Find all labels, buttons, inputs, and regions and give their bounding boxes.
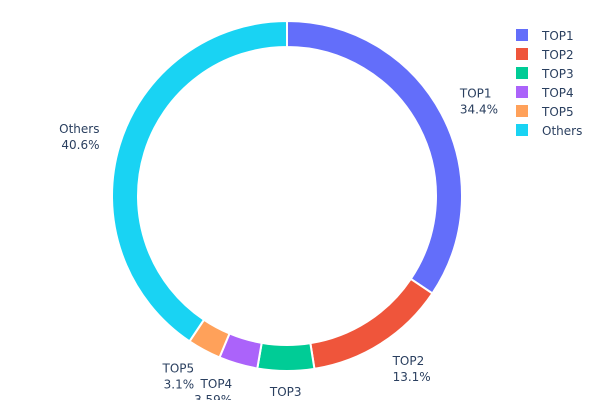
slice-top1[interactable] bbox=[286, 19, 463, 295]
legend-swatch-top4 bbox=[516, 86, 528, 98]
legend-item-top4[interactable]: TOP4 bbox=[516, 86, 574, 100]
legend-label-others: Others bbox=[542, 124, 582, 138]
legend-label-top4: TOP4 bbox=[541, 86, 574, 100]
legend-swatch-top5 bbox=[516, 105, 528, 117]
slice-top3[interactable] bbox=[256, 341, 316, 372]
legend-item-top1[interactable]: TOP1 bbox=[516, 29, 574, 43]
legend-item-top5[interactable]: TOP5 bbox=[516, 105, 574, 119]
legend-label-top2: TOP2 bbox=[541, 48, 574, 62]
slice-label-top3: TOP35.22% bbox=[267, 385, 305, 400]
legend-swatch-top2 bbox=[516, 48, 528, 60]
legend-item-others[interactable]: Others bbox=[516, 124, 582, 138]
donut-slices bbox=[111, 19, 463, 372]
legend: TOP1 TOP2 TOP3 TOP4 TOP5 Others bbox=[516, 29, 582, 138]
slice-label-top4: TOP43.59% bbox=[194, 377, 232, 400]
slice-label-others: Others 40.6% bbox=[59, 122, 99, 152]
legend-item-top2[interactable]: TOP2 bbox=[516, 48, 574, 62]
slice-label-top5: TOP5 3.1% bbox=[161, 362, 194, 392]
slice-label-top1: TOP1 34.4% bbox=[459, 87, 498, 117]
slice-others[interactable] bbox=[111, 19, 288, 343]
legend-label-top5: TOP5 bbox=[541, 105, 574, 119]
slice-label-top2: TOP2 13.1% bbox=[392, 354, 431, 384]
legend-label-top3: TOP3 bbox=[541, 67, 574, 81]
legend-item-top3[interactable]: TOP3 bbox=[516, 67, 574, 81]
legend-label-top1: TOP1 bbox=[541, 29, 574, 43]
legend-swatch-top3 bbox=[516, 67, 528, 79]
legend-swatch-top1 bbox=[516, 29, 528, 41]
legend-swatch-others bbox=[516, 124, 528, 136]
